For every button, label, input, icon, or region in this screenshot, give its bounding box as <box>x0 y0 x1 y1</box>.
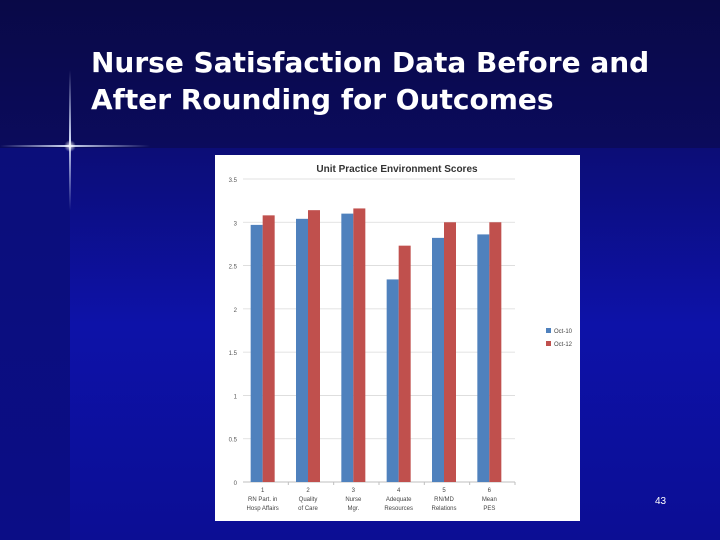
x-tick-label: RN/MD <box>434 497 454 503</box>
y-tick-label: 1 <box>234 394 238 400</box>
bar-oct-12 <box>489 222 502 482</box>
y-tick-label: 0.5 <box>229 438 238 444</box>
x-tick-label: Quality <box>299 497 318 503</box>
y-tick-label: 2 <box>234 308 238 314</box>
x-tick-label: Adequate <box>386 497 412 503</box>
x-tick-label: 1 <box>261 488 265 494</box>
x-tick-label: Nurse <box>345 497 362 503</box>
x-tick-label: of Care <box>298 506 318 512</box>
bar-oct-10 <box>250 224 263 482</box>
bar-oct-12 <box>353 208 366 483</box>
legend-label: Oct-10 <box>554 329 573 335</box>
legend-swatch <box>546 341 551 346</box>
x-tick-label: 6 <box>488 488 492 494</box>
left-band <box>0 148 70 540</box>
title-band <box>0 0 720 148</box>
x-tick-label: 4 <box>397 488 401 494</box>
chart-container: Unit Practice Environment Scores 0 0.5 1 1.… <box>215 155 580 521</box>
y-tick-label: 3.5 <box>229 178 238 184</box>
page-number: 43 <box>655 496 667 507</box>
chart-title: Unit Practice Environment Scores <box>316 164 478 175</box>
x-tick-label: Hosp Affairs <box>247 506 279 512</box>
bar-oct-12 <box>398 245 411 482</box>
x-tick-label: Mgr. <box>347 506 359 512</box>
x-tick-label: RN Part. in <box>248 497 277 503</box>
x-tick-label: 3 <box>352 488 356 494</box>
legend-label: Oct-12 <box>554 342 573 348</box>
x-tick-label: Relations <box>431 506 456 512</box>
x-tick-label: Mean <box>482 497 497 503</box>
bar-oct-10 <box>432 237 444 482</box>
legend-swatch <box>546 328 551 333</box>
bar-oct-12 <box>308 210 320 482</box>
bar-oct-10 <box>386 279 399 482</box>
y-tick-label: 1.5 <box>229 351 238 357</box>
x-tick-label: 2 <box>306 488 310 494</box>
bar-oct-12 <box>444 222 456 482</box>
y-tick-label: 0 <box>234 481 238 487</box>
bar-oct-10 <box>296 218 308 482</box>
x-tick-label: 5 <box>442 488 446 494</box>
bar-oct-10 <box>341 213 354 482</box>
bar-oct-10 <box>477 234 490 482</box>
x-tick-label: Resources <box>384 506 413 512</box>
bar-chart: Unit Practice Environment Scores 0 0.5 1 1.… <box>229 164 573 512</box>
decorative-sparkle-icon <box>64 140 76 152</box>
slide-title: Nurse Satisfaction Data Before and After… <box>91 46 650 116</box>
y-tick-label: 2.5 <box>229 265 238 271</box>
y-tick-label: 3 <box>234 221 238 227</box>
bar-oct-12 <box>262 215 275 483</box>
x-tick-label: PES <box>483 506 495 512</box>
